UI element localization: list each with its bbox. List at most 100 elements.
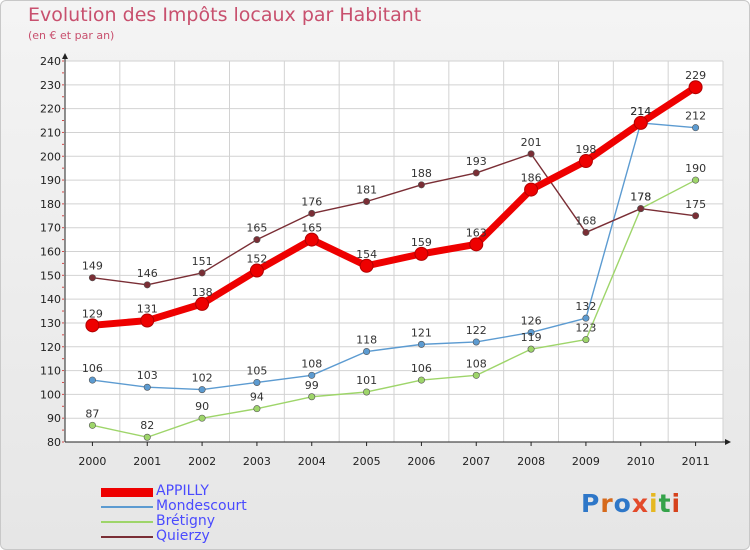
data-point	[578, 154, 593, 169]
data-point	[527, 328, 535, 336]
data-point	[249, 263, 264, 278]
data-label: 198	[575, 143, 596, 156]
data-point	[469, 237, 484, 252]
y-tick-label: 240	[40, 55, 61, 68]
x-tick-label: 2002	[188, 455, 216, 468]
data-point	[253, 378, 261, 386]
axes: 8090100110120130140150160170180190200210…	[40, 53, 731, 468]
y-tick-label: 100	[40, 388, 61, 401]
y-tick-label: 190	[40, 174, 61, 187]
data-label: 90	[195, 400, 209, 413]
data-point	[363, 388, 371, 396]
data-point	[582, 314, 590, 322]
x-tick-label: 2004	[298, 455, 326, 468]
data-label: 102	[192, 372, 213, 385]
legend-swatch	[101, 487, 153, 497]
x-axis-arrow	[725, 439, 731, 445]
y-tick-label: 220	[40, 103, 61, 116]
logo-letter: i	[649, 489, 659, 518]
legend-swatch	[101, 506, 153, 508]
y-tick-label: 200	[40, 150, 61, 163]
x-tick-label: 2006	[407, 455, 435, 468]
data-label: 190	[685, 162, 706, 175]
y-tick-label: 90	[47, 412, 61, 425]
y-tick-label: 170	[40, 222, 61, 235]
data-point	[198, 414, 206, 422]
data-point	[472, 169, 480, 177]
data-point	[198, 269, 206, 277]
chart-subtitle: (en € et par an)	[28, 29, 115, 42]
data-point	[414, 246, 429, 261]
data-label: 122	[466, 324, 487, 337]
data-point	[637, 205, 645, 213]
data-label: 214	[630, 105, 651, 118]
logo-letter: r	[600, 489, 614, 518]
data-label: 123	[575, 322, 596, 335]
chart-title: Evolution des Impôts locaux par Habitant	[28, 4, 422, 26]
data-point	[253, 405, 261, 413]
data-point	[304, 232, 319, 247]
data-point	[253, 236, 261, 244]
data-labels: 129 131 138 152 165 154 159 163 186 198 214 229 106 1…	[82, 69, 706, 432]
legend-label: APPILLY	[156, 483, 209, 499]
x-tick-label: 2000	[78, 455, 106, 468]
data-point	[308, 371, 316, 379]
x-tick-label: 2003	[243, 455, 271, 468]
data-point	[692, 124, 700, 132]
x-tick-label: 2009	[572, 455, 600, 468]
data-label: 214	[630, 105, 651, 118]
data-point	[524, 182, 539, 197]
data-label: 101	[356, 374, 377, 387]
data-label: 87	[85, 407, 99, 420]
data-label: 163	[466, 226, 487, 239]
data-label: 201	[521, 136, 542, 149]
data-point	[198, 386, 206, 394]
data-point	[527, 345, 535, 353]
data-label: 146	[137, 267, 158, 280]
data-point	[582, 228, 590, 236]
data-point	[85, 318, 100, 333]
data-label: 181	[356, 183, 377, 196]
data-label: 119	[521, 331, 542, 344]
legend-swatch	[101, 536, 153, 538]
data-label: 159	[411, 236, 432, 249]
legend-label: Quierzy	[156, 528, 210, 544]
data-label: 105	[246, 364, 267, 377]
data-point	[88, 421, 96, 429]
data-label: 186	[521, 172, 542, 185]
data-label: 99	[305, 379, 319, 392]
logo-letter: o	[613, 489, 632, 518]
x-tick-label: 2005	[353, 455, 381, 468]
data-label: 131	[137, 303, 158, 316]
data-label: 188	[411, 167, 432, 180]
x-tick-label: 2008	[517, 455, 545, 468]
series-line-appilly	[88, 83, 700, 329]
data-label: 82	[140, 419, 154, 432]
y-tick-label: 150	[40, 269, 61, 282]
data-point	[417, 181, 425, 189]
data-label: 165	[246, 222, 267, 235]
data-point	[472, 371, 480, 379]
x-tick-label: 2010	[627, 455, 655, 468]
data-label: 108	[466, 357, 487, 370]
y-tick-label: 160	[40, 246, 61, 259]
data-point	[363, 197, 371, 205]
data-point	[472, 338, 480, 346]
data-label: 108	[301, 357, 322, 370]
data-point	[195, 296, 210, 311]
proxiti-logo: Proxiti	[581, 489, 681, 518]
data-point	[692, 212, 700, 220]
data-point	[308, 393, 316, 401]
data-label: 175	[685, 198, 706, 211]
data-label: 193	[466, 155, 487, 168]
legend-label: Brétigny	[156, 513, 216, 529]
y-tick-label: 110	[40, 365, 61, 378]
data-label: 176	[301, 195, 322, 208]
data-point	[143, 281, 151, 289]
data-point	[308, 209, 316, 217]
logo-letter: P	[581, 489, 601, 518]
series-lines	[85, 80, 703, 441]
data-label: 121	[411, 326, 432, 339]
